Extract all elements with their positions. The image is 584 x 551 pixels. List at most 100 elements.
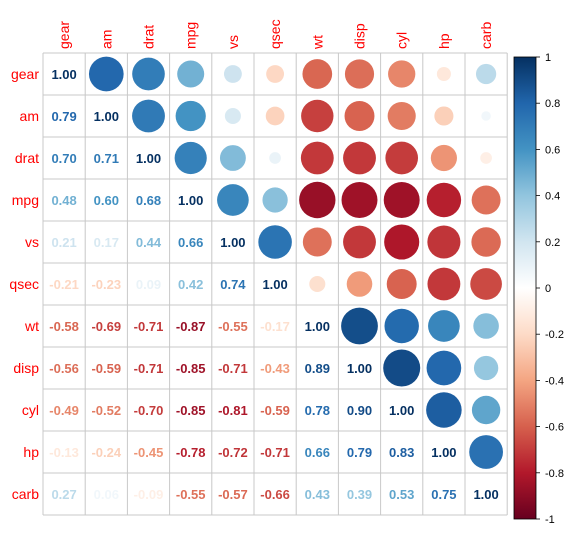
coef-label-carb-cyl: 0.53 — [389, 487, 414, 502]
coef-label-cyl-drat: -0.70 — [134, 403, 164, 418]
colorbar-tick-label: 0.2 — [545, 237, 560, 249]
row-label-disp: disp — [13, 360, 39, 376]
circle-am-disp — [344, 101, 375, 131]
circle-cyl-carb — [471, 395, 501, 425]
circle-mpg-carb — [471, 185, 501, 215]
coef-label-cyl-wt: 0.78 — [305, 403, 330, 418]
circle-wt-disp — [341, 307, 378, 345]
coef-label-carb-gear: 0.27 — [51, 487, 76, 502]
coef-label-cyl-mpg: -0.85 — [176, 403, 206, 418]
coef-label-qsec-qsec: 1.00 — [262, 277, 287, 292]
column-label-hp: hp — [436, 33, 452, 49]
coef-label-hp-disp: 0.79 — [347, 445, 372, 460]
coef-label-drat-drat: 1.00 — [136, 151, 161, 166]
coef-label-mpg-drat: 0.68 — [136, 193, 161, 208]
coef-label-disp-disp: 1.00 — [347, 361, 372, 376]
circle-drat-vs — [219, 145, 246, 171]
circle-gear-am — [88, 56, 124, 92]
circle-vs-hp — [427, 225, 461, 259]
circle-mpg-wt — [299, 181, 336, 219]
circle-hp-carb — [469, 435, 503, 469]
colorbar-tick-label: 0.4 — [545, 191, 560, 203]
coef-label-carb-carb: 1.00 — [473, 487, 498, 502]
coef-label-disp-qsec: -0.43 — [260, 361, 290, 376]
circle-disp-hp — [426, 350, 462, 386]
circle-am-cyl — [387, 101, 416, 131]
coef-label-qsec-gear: -0.21 — [49, 277, 79, 292]
circle-qsec-wt — [309, 275, 326, 293]
coef-label-wt-qsec: -0.17 — [260, 319, 290, 334]
row-label-gear: gear — [11, 66, 39, 82]
circle-am-qsec — [265, 106, 285, 126]
column-label-vs: vs — [225, 35, 241, 49]
circle-drat-mpg — [174, 141, 207, 175]
circle-cyl-hp — [426, 392, 462, 428]
colorbar-tick-label: -0.4 — [545, 375, 564, 387]
coef-label-vs-gear: 0.21 — [51, 235, 76, 250]
circle-qsec-cyl — [386, 269, 417, 299]
circle-am-carb — [481, 111, 491, 121]
circle-qsec-disp — [346, 271, 373, 297]
circle-am-vs — [224, 107, 241, 125]
circle-gear-cyl — [388, 60, 416, 88]
coef-label-carb-vs: -0.57 — [218, 487, 248, 502]
colorbar — [513, 56, 537, 520]
row-label-mpg: mpg — [12, 192, 39, 208]
circle-mpg-disp — [341, 182, 378, 218]
circle-drat-hp — [430, 144, 457, 172]
coef-label-gear-gear: 1.00 — [51, 67, 76, 82]
coef-label-am-gear: 0.79 — [51, 109, 76, 124]
row-label-drat: drat — [15, 150, 39, 166]
circle-gear-wt — [302, 59, 333, 89]
coef-label-qsec-drat: 0.09 — [136, 277, 161, 292]
coef-label-hp-am: -0.24 — [91, 445, 121, 460]
coef-label-disp-am: -0.59 — [91, 361, 121, 376]
coef-label-carb-hp: 0.75 — [431, 487, 456, 502]
circle-vs-wt — [302, 227, 332, 257]
circle-drat-disp — [343, 141, 376, 175]
coef-label-cyl-disp: 0.90 — [347, 403, 372, 418]
circle-wt-hp — [428, 310, 460, 342]
circle-gear-qsec — [266, 65, 285, 83]
coef-label-disp-vs: -0.71 — [218, 361, 248, 376]
coef-label-hp-wt: 0.66 — [305, 445, 330, 460]
circle-drat-qsec — [269, 152, 281, 164]
column-label-mpg: mpg — [183, 22, 199, 49]
circle-gear-hp — [436, 66, 451, 82]
column-label-cyl: cyl — [394, 32, 410, 49]
coef-label-mpg-gear: 0.48 — [51, 193, 76, 208]
colorbar-tick-label: 0 — [545, 283, 551, 295]
circle-vs-cyl — [384, 224, 420, 260]
circle-am-wt — [301, 99, 334, 133]
coef-label-cyl-am: -0.52 — [91, 403, 121, 418]
coef-label-drat-am: 0.71 — [94, 151, 119, 166]
coef-label-wt-mpg: -0.87 — [176, 319, 206, 334]
column-label-gear: gear — [56, 21, 72, 49]
colorbar-tick-label: -0.2 — [545, 329, 564, 341]
circle-mpg-cyl — [383, 182, 420, 218]
circle-drat-cyl — [385, 141, 419, 175]
coef-label-cyl-qsec: -0.59 — [260, 403, 290, 418]
colorbar-tick-label: 0.6 — [545, 144, 560, 156]
coef-label-disp-wt: 0.89 — [305, 361, 330, 376]
row-label-vs: vs — [25, 234, 39, 250]
coef-label-carb-wt: 0.43 — [305, 487, 330, 502]
colorbar-tick-label: 1 — [545, 52, 551, 64]
circle-gear-drat — [132, 57, 165, 91]
coef-label-carb-disp: 0.39 — [347, 487, 372, 502]
circle-am-drat — [132, 99, 165, 133]
coef-label-disp-mpg: -0.85 — [176, 361, 206, 376]
circle-gear-vs — [223, 65, 242, 83]
column-label-qsec: qsec — [267, 19, 283, 49]
circle-am-mpg — [175, 100, 206, 132]
circle-disp-cyl — [383, 349, 421, 387]
circle-qsec-hp — [427, 267, 461, 301]
coef-label-hp-mpg: -0.78 — [176, 445, 206, 460]
circle-drat-wt — [300, 141, 334, 175]
colorbar-tick-label: -0.8 — [545, 468, 564, 480]
row-label-cyl: cyl — [22, 402, 39, 418]
coef-label-vs-drat: 0.44 — [136, 235, 162, 250]
coef-label-carb-drat: -0.09 — [134, 487, 164, 502]
